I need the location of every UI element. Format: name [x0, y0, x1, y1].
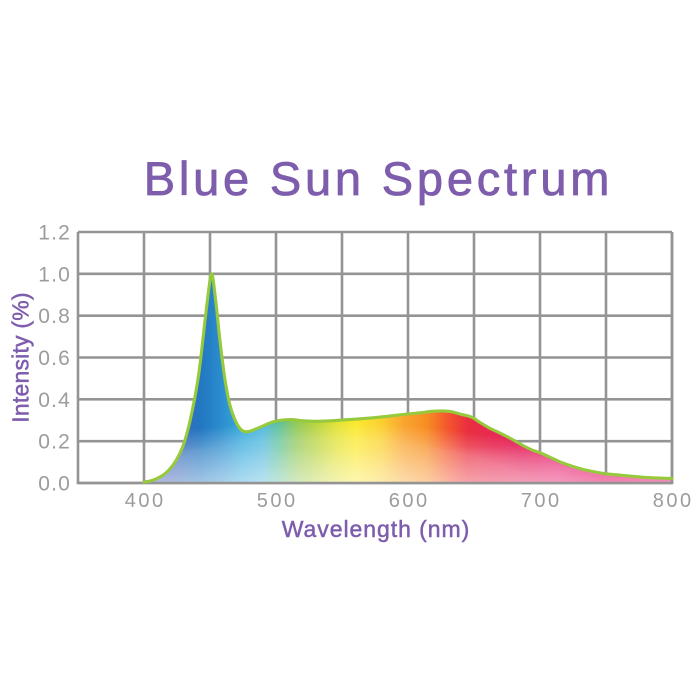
svg-text:0.4: 0.4	[38, 389, 71, 412]
svg-text:700: 700	[521, 490, 562, 512]
svg-text:1.0: 1.0	[38, 263, 71, 286]
svg-text:Wavelength (nm): Wavelength (nm)	[282, 516, 471, 542]
svg-text:0.6: 0.6	[38, 347, 71, 370]
svg-text:0.8: 0.8	[38, 305, 71, 328]
svg-text:1.2: 1.2	[38, 222, 71, 245]
svg-text:500: 500	[257, 490, 298, 512]
svg-text:Blue Sun Spectrum: Blue Sun Spectrum	[144, 152, 614, 205]
svg-text:Intensity (%): Intensity (%)	[8, 292, 34, 422]
svg-text:600: 600	[389, 490, 430, 512]
svg-text:800: 800	[653, 490, 694, 512]
svg-text:0.0: 0.0	[38, 473, 71, 496]
svg-text:400: 400	[125, 490, 166, 512]
svg-text:0.2: 0.2	[38, 431, 71, 454]
